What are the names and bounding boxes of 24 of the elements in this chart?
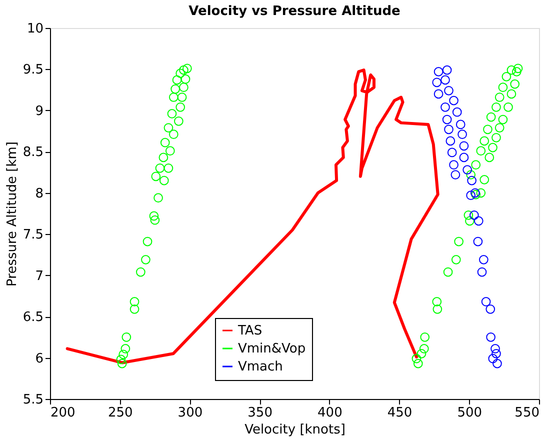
y-tick-label: 6.5 (22, 310, 44, 326)
legend-label: TAS (237, 324, 262, 338)
x-tick-label: 400 (318, 406, 342, 420)
legend-label: Vmach (238, 360, 283, 374)
x-tick-label: 250 (108, 406, 133, 420)
y-tick-label: 7 (35, 268, 44, 284)
chart-title: Velocity vs Pressure Altitude (188, 4, 401, 19)
y-tick-label: 8.5 (22, 145, 44, 160)
x-tick-label: 500 (457, 406, 482, 420)
y-tick-label: 6 (35, 351, 44, 366)
y-tick-label: 7.5 (22, 228, 44, 243)
x-tick-label: 300 (178, 406, 203, 420)
y-tick-label: 9 (35, 104, 44, 119)
x-tick-label: 550 (514, 406, 540, 420)
x-tick-label: 350 (248, 406, 272, 420)
x-tick-label: 200 (50, 406, 76, 420)
x-axis-title: Velocity [knots] (244, 422, 346, 438)
y-tick-label: 9.5 (22, 62, 44, 78)
legend-label: Vmin&Vop (238, 342, 306, 356)
x-tick-label: 450 (387, 406, 412, 420)
y-tick-label: 5.5 (22, 392, 44, 408)
y-axis-title: Pressure Altitude [km] (4, 142, 20, 286)
y-tick-label: 10 (26, 22, 44, 36)
y-tick-label: 8 (35, 186, 44, 202)
